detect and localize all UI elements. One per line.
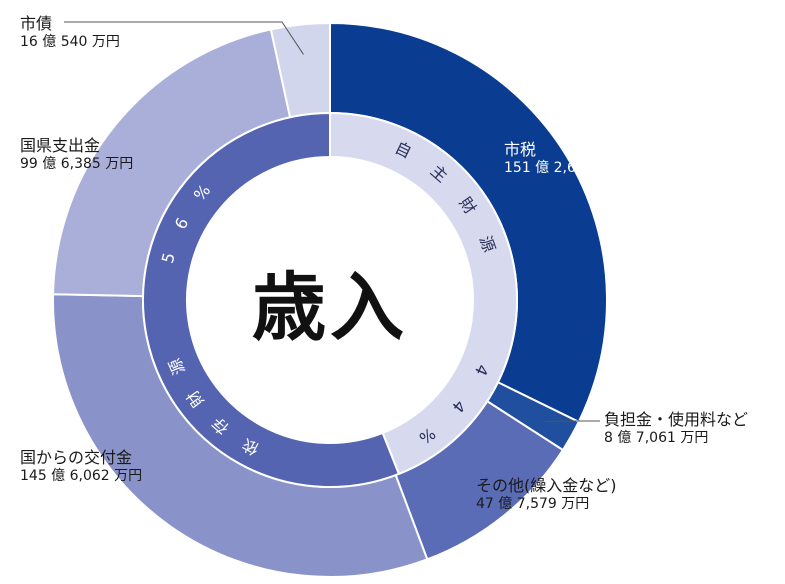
slice-name: 市税 bbox=[504, 140, 537, 159]
slice-value: 145 億 6,062 万円 bbox=[20, 468, 143, 484]
slice-label-other: その他(繰入金など) 47 億 7,579 万円 bbox=[476, 476, 617, 514]
slice-value: 151 億 2,634 万円 bbox=[504, 160, 627, 176]
inner-dependent-char: 源 bbox=[165, 355, 189, 377]
slice-name: 国県支出金 bbox=[20, 136, 101, 155]
slice-value: 16 億 540 万円 bbox=[20, 34, 120, 50]
inner-self-funded-char: 源 bbox=[476, 233, 499, 254]
slice-value: 99 億 6,385 万円 bbox=[20, 156, 134, 172]
slice-value: 47 億 7,579 万円 bbox=[476, 496, 590, 512]
slice-label-national-prefectural: 国県支出金 99 億 6,385 万円 bbox=[20, 136, 133, 174]
center-label: 歳入 bbox=[252, 265, 408, 351]
slice-label-city-bonds: 市債 16 億 540 万円 bbox=[20, 14, 120, 52]
inner-self-funded-char: 自 bbox=[392, 138, 415, 162]
slice-name: 国からの交付金 bbox=[20, 448, 133, 467]
inner-dependent-char: 5 bbox=[158, 251, 179, 266]
slice-value: 8 億 7,061 万円 bbox=[604, 430, 709, 446]
slice-name: 市債 bbox=[20, 14, 53, 33]
leader-line-city-bonds bbox=[64, 21, 304, 55]
slice-label-fees: 負担金・使用料など 8 億 7,061 万円 bbox=[604, 410, 748, 448]
inner-dependent-char: 依 bbox=[239, 435, 262, 459]
slice-label-city-tax: 市税 151 億 2,634 万円 bbox=[504, 140, 626, 178]
slice-name: 負担金・使用料など bbox=[604, 410, 749, 429]
slice-name: その他(繰入金など) bbox=[476, 476, 617, 495]
leader-lines bbox=[64, 21, 600, 422]
center-hole bbox=[187, 157, 473, 443]
slice-label-national-grants: 国からの交付金 145 億 6,062 万円 bbox=[20, 448, 142, 486]
